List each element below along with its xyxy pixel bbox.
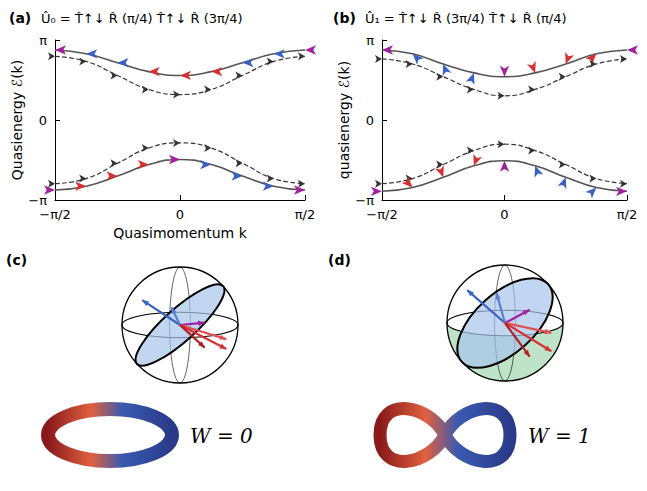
svg-text:π: π	[39, 33, 47, 48]
svg-text:−π/2: −π/2	[39, 207, 70, 222]
svg-text:(a): (a)	[9, 10, 31, 26]
svg-text:Quasienergy ℰ(k): Quasienergy ℰ(k)	[9, 60, 25, 180]
svg-text:W = 1: W = 1	[528, 424, 591, 448]
svg-text:0: 0	[366, 113, 374, 128]
svg-text:Û₁ = T̂↑↓ R̂ (3π/4) T̂↑↓ R̂ (π: Û₁ = T̂↑↓ R̂ (3π/4) T̂↑↓ R̂ (π/4)	[365, 11, 567, 26]
svg-text:(d): (d)	[328, 252, 351, 268]
svg-text:−π: −π	[355, 193, 374, 208]
svg-text:π/2: π/2	[295, 207, 315, 222]
svg-text:−π: −π	[28, 193, 47, 208]
svg-text:0: 0	[39, 113, 47, 128]
svg-text:π/2: π/2	[617, 207, 637, 222]
svg-text:Quasimomentum k: Quasimomentum k	[113, 225, 247, 241]
svg-text:quasienergy ℰ(k): quasienergy ℰ(k)	[336, 61, 352, 179]
svg-text:Û₀ = T̂↑↓ R̂ (π/4) T̂↑↓ R̂ (3π: Û₀ = T̂↑↓ R̂ (π/4) T̂↑↓ R̂ (3π/4)	[41, 11, 243, 26]
svg-text:−π/2: −π/2	[366, 207, 397, 222]
svg-text:π: π	[366, 33, 374, 48]
svg-text:W = 0: W = 0	[190, 424, 253, 448]
svg-text:0: 0	[176, 207, 184, 222]
svg-text:(b): (b)	[333, 10, 356, 26]
svg-text:(c): (c)	[6, 252, 27, 268]
svg-text:0: 0	[500, 207, 508, 222]
